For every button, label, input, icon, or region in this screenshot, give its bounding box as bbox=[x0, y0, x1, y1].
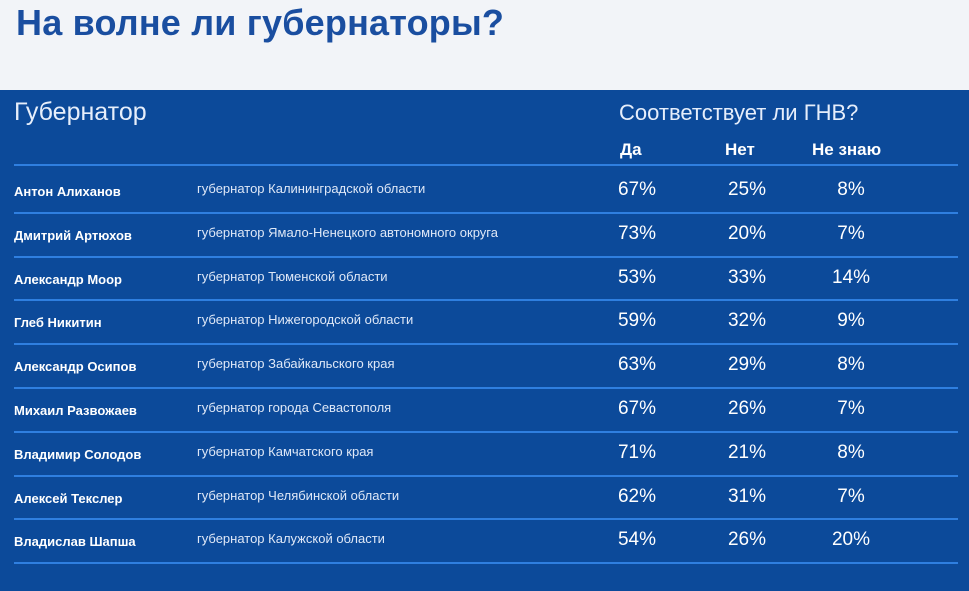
page-title: На волне ли губернаторы? bbox=[16, 2, 505, 43]
row-divider bbox=[14, 255, 958, 258]
dont-know-value: 7% bbox=[837, 398, 865, 419]
governor-position: губернатор Калининградской области bbox=[197, 181, 426, 196]
row-divider bbox=[14, 299, 958, 302]
governor-column-header: Губернатор bbox=[14, 98, 147, 126]
table-row: Александр Осипов губернатор Забайкальског… bbox=[0, 344, 969, 388]
row-divider bbox=[14, 387, 958, 389]
governor-position: губернатор Нижегородской области bbox=[197, 312, 414, 328]
header-divider bbox=[14, 164, 958, 166]
yes-value: 62% bbox=[617, 485, 657, 507]
table-row: Михаил Развожаев губернатор города Севаст… bbox=[0, 388, 969, 432]
dont-know-value: 7% bbox=[837, 222, 865, 244]
no-value: 20% bbox=[727, 222, 767, 244]
governor-position: губернатор Камчатского края bbox=[197, 443, 374, 459]
governor-position: губернатор Тюменской области bbox=[197, 268, 388, 284]
row-divider bbox=[14, 343, 958, 346]
no-value: 21% bbox=[727, 441, 767, 463]
row-divider bbox=[14, 430, 958, 433]
dont-know-value: 14% bbox=[831, 266, 871, 288]
governor-position: губернатор Ямало-Ненецкого автономного о… bbox=[197, 224, 498, 240]
dont-know-value: 8% bbox=[837, 354, 865, 376]
no-value: 29% bbox=[727, 354, 767, 376]
governor-position: губернатор города Севастополя bbox=[197, 400, 392, 415]
dont-know-value: 8% bbox=[837, 179, 865, 200]
yes-value: 63% bbox=[617, 354, 657, 376]
governor-name: Александр Осипов bbox=[14, 359, 137, 375]
no-value: 25% bbox=[727, 179, 767, 200]
no-value: 31% bbox=[727, 485, 767, 507]
yes-value: 73% bbox=[617, 222, 657, 244]
no-value: 33% bbox=[727, 266, 767, 288]
no-value: 26% bbox=[727, 398, 767, 419]
governor-name: Алексей Текслер bbox=[14, 490, 123, 506]
question-header: Соответствует ли ГНВ? bbox=[619, 100, 859, 125]
governor-name: Михаил Развожаев bbox=[14, 403, 137, 418]
governor-name: Владимир Солодов bbox=[14, 446, 142, 462]
no-value: 26% bbox=[727, 529, 767, 551]
dont-know-value: 7% bbox=[837, 485, 865, 507]
table-row: Алексей Текслер губернатор Челябинской об… bbox=[0, 476, 969, 520]
yes-value: 71% bbox=[617, 441, 657, 463]
yes-value: 54% bbox=[617, 529, 657, 551]
yes-value: 53% bbox=[617, 266, 657, 288]
governor-name: Владислав Шапша bbox=[14, 534, 136, 550]
governor-name: Александр Моор bbox=[14, 271, 122, 287]
governor-position: губернатор Забайкальского края bbox=[197, 356, 395, 372]
governor-name: Глеб Никитин bbox=[14, 315, 102, 331]
dont-know-value: 20% bbox=[831, 529, 871, 551]
table-row: Владимир Солодов губернатор Камчатского к… bbox=[0, 432, 969, 476]
no-column-header: Нет bbox=[725, 140, 755, 159]
table-row: Антон Алиханов губернатор Калининградской… bbox=[0, 169, 969, 213]
yes-value: 59% bbox=[617, 310, 657, 332]
no-value: 32% bbox=[727, 310, 767, 332]
table-row: Александр Моор губернатор Тюменской облас… bbox=[0, 257, 969, 301]
row-divider bbox=[14, 518, 958, 521]
governor-name: Антон Алиханов bbox=[14, 184, 121, 199]
governor-position: губернатор Челябинской области bbox=[197, 487, 400, 503]
dont-know-column-header: Не знаю bbox=[812, 140, 882, 159]
yes-value: 67% bbox=[617, 179, 657, 200]
row-divider bbox=[14, 474, 958, 477]
table-row: Владислав Шапша губернатор Калужской обла… bbox=[0, 519, 969, 563]
governor-position: губернатор Калужской области bbox=[197, 531, 385, 547]
yes-column-header: Да bbox=[620, 140, 642, 159]
table-row: Глеб Никитин губернатор Нижегородской обл… bbox=[0, 300, 969, 344]
governor-name: Дмитрий Артюхов bbox=[14, 227, 132, 243]
dont-know-value: 9% bbox=[837, 310, 865, 332]
row-divider bbox=[14, 211, 958, 214]
row-divider bbox=[14, 562, 958, 565]
governors-table: Губернатор Соответствует ли ГНВ? Да Нет … bbox=[0, 90, 969, 591]
dont-know-value: 8% bbox=[837, 441, 865, 463]
table-row: Дмитрий Артюхов губернатор Ямало-Ненецког… bbox=[0, 213, 969, 257]
yes-value: 67% bbox=[617, 398, 657, 419]
